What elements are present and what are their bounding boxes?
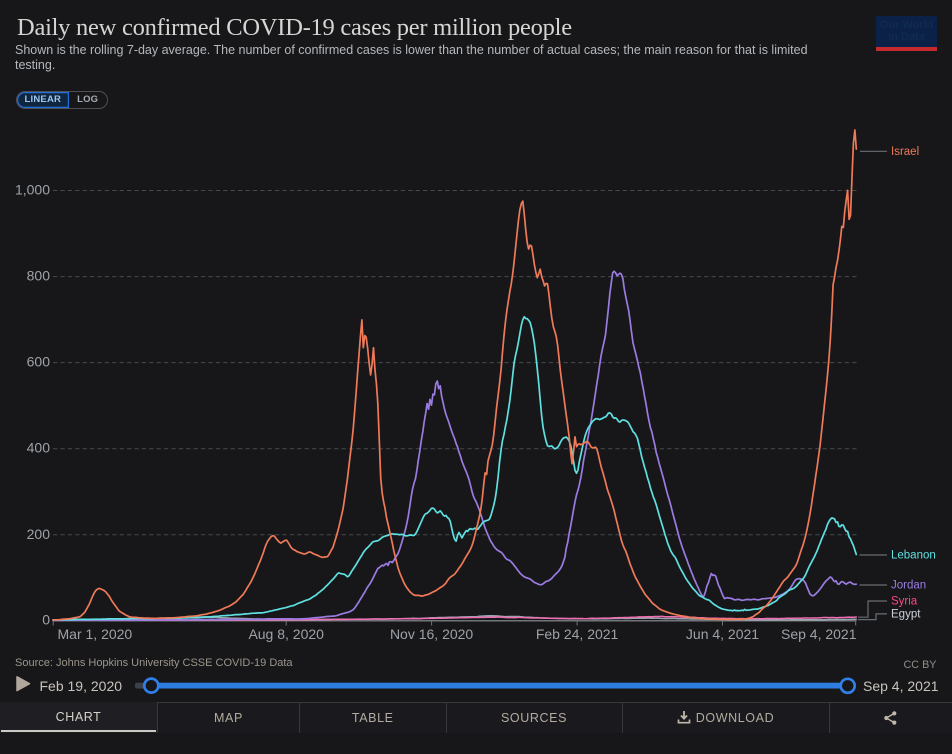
svg-text:Jun 4, 2021: Jun 4, 2021 [686, 626, 759, 642]
svg-text:Feb 24, 2021: Feb 24, 2021 [536, 626, 619, 642]
svg-text:1,000: 1,000 [15, 182, 50, 198]
svg-text:600: 600 [27, 354, 51, 370]
svg-text:800: 800 [27, 268, 51, 284]
svg-text:0: 0 [42, 612, 50, 628]
svg-text:Israel: Israel [891, 146, 919, 158]
svg-text:Lebanon: Lebanon [891, 550, 936, 562]
svg-text:Jordan: Jordan [891, 580, 926, 592]
svg-text:Aug 8, 2020: Aug 8, 2020 [248, 626, 324, 642]
svg-text:Nov 16, 2020: Nov 16, 2020 [390, 626, 473, 642]
svg-text:Egypt: Egypt [891, 609, 921, 621]
svg-text:Sep 4, 2021: Sep 4, 2021 [781, 626, 857, 642]
svg-text:200: 200 [27, 526, 51, 542]
svg-text:Syria: Syria [891, 596, 918, 608]
svg-text:400: 400 [27, 440, 51, 456]
svg-text:Mar 1, 2020: Mar 1, 2020 [58, 626, 133, 642]
